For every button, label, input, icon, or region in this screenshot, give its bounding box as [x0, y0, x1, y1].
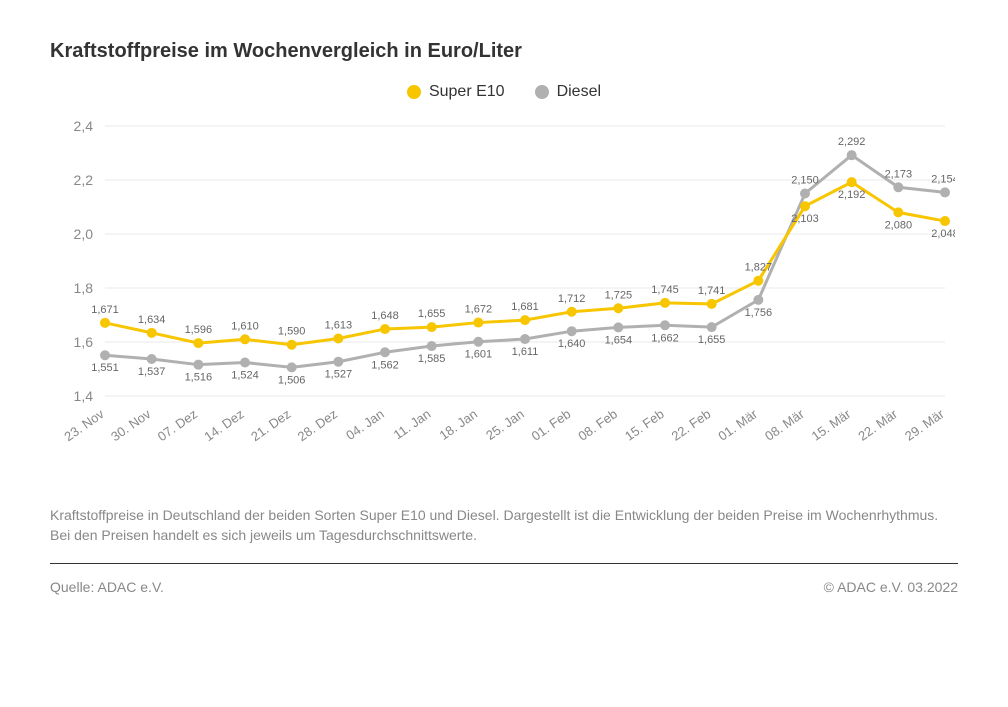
- svg-text:1,634: 1,634: [138, 314, 166, 326]
- svg-text:08. Feb: 08. Feb: [575, 406, 620, 444]
- svg-text:1,611: 1,611: [512, 346, 539, 358]
- svg-text:18. Jan: 18. Jan: [437, 406, 481, 443]
- svg-text:1,655: 1,655: [698, 334, 726, 346]
- chart-container: 1,41,61,82,02,22,423. Nov30. Nov07. Dez1…: [55, 116, 955, 486]
- svg-text:1,585: 1,585: [418, 353, 446, 365]
- svg-text:28. Dez: 28. Dez: [295, 406, 340, 444]
- svg-text:1,524: 1,524: [231, 370, 259, 382]
- svg-text:2,292: 2,292: [838, 136, 866, 148]
- svg-text:14. Dez: 14. Dez: [201, 406, 246, 444]
- svg-text:2,173: 2,173: [885, 168, 913, 180]
- svg-text:08. Mär: 08. Mär: [762, 406, 807, 444]
- svg-text:22. Mär: 22. Mär: [855, 406, 900, 444]
- svg-text:1,655: 1,655: [418, 308, 446, 320]
- legend-marker-super-e10: [407, 85, 421, 99]
- svg-text:2,4: 2,4: [74, 118, 94, 134]
- svg-text:1,601: 1,601: [465, 349, 493, 361]
- svg-text:22. Feb: 22. Feb: [669, 406, 714, 444]
- svg-text:1,596: 1,596: [185, 324, 213, 336]
- svg-text:25. Jan: 25. Jan: [483, 406, 527, 443]
- svg-text:1,671: 1,671: [91, 304, 119, 316]
- svg-text:15. Feb: 15. Feb: [622, 406, 667, 444]
- legend-item-diesel: Diesel: [535, 83, 601, 101]
- svg-text:1,562: 1,562: [371, 359, 399, 371]
- svg-text:2,150: 2,150: [791, 175, 819, 187]
- svg-text:07. Dez: 07. Dez: [155, 406, 200, 444]
- svg-text:30. Nov: 30. Nov: [108, 406, 154, 444]
- svg-text:1,610: 1,610: [231, 320, 259, 332]
- svg-text:2,0: 2,0: [74, 226, 94, 242]
- legend-marker-diesel: [535, 85, 549, 99]
- legend: Super E10 Diesel: [50, 83, 958, 101]
- svg-text:15. Mär: 15. Mär: [809, 406, 854, 444]
- svg-text:1,725: 1,725: [605, 289, 633, 301]
- legend-label-diesel: Diesel: [557, 83, 601, 101]
- svg-text:1,640: 1,640: [558, 338, 586, 350]
- legend-item-super-e10: Super E10: [407, 83, 505, 101]
- source-text: Quelle: ADAC e.V.: [50, 579, 164, 595]
- svg-text:1,6: 1,6: [74, 334, 94, 350]
- svg-text:01. Feb: 01. Feb: [529, 406, 574, 444]
- svg-text:1,516: 1,516: [185, 372, 213, 384]
- svg-text:1,506: 1,506: [278, 374, 306, 386]
- svg-text:29. Mär: 29. Mär: [902, 406, 947, 444]
- svg-text:1,551: 1,551: [91, 362, 119, 374]
- chart-description: Kraftstoffpreise in Deutschland der beid…: [50, 506, 958, 545]
- svg-text:2,192: 2,192: [838, 189, 866, 201]
- svg-text:2,103: 2,103: [791, 213, 819, 225]
- svg-text:2,154: 2,154: [931, 173, 955, 185]
- svg-text:1,4: 1,4: [74, 388, 94, 404]
- svg-text:2,2: 2,2: [74, 172, 94, 188]
- svg-text:01. Mär: 01. Mär: [715, 406, 760, 444]
- svg-text:1,648: 1,648: [371, 310, 399, 322]
- svg-text:1,745: 1,745: [651, 284, 679, 296]
- footer: Quelle: ADAC e.V. © ADAC e.V. 03.2022: [50, 579, 958, 595]
- svg-text:1,712: 1,712: [558, 293, 586, 305]
- svg-text:1,741: 1,741: [698, 285, 726, 297]
- svg-text:21. Dez: 21. Dez: [248, 406, 293, 444]
- svg-text:23. Nov: 23. Nov: [61, 406, 107, 444]
- svg-text:1,654: 1,654: [605, 334, 633, 346]
- svg-text:1,8: 1,8: [74, 280, 94, 296]
- svg-text:1,590: 1,590: [278, 326, 306, 338]
- svg-text:1,827: 1,827: [745, 262, 773, 274]
- svg-text:1,662: 1,662: [651, 332, 679, 344]
- svg-text:1,681: 1,681: [511, 301, 539, 313]
- svg-text:04. Jan: 04. Jan: [343, 406, 387, 443]
- copyright-text: © ADAC e.V. 03.2022: [824, 579, 958, 595]
- svg-text:11. Jan: 11. Jan: [391, 406, 434, 442]
- svg-text:1,527: 1,527: [325, 369, 353, 381]
- svg-text:1,672: 1,672: [465, 304, 493, 316]
- chart-title: Kraftstoffpreise im Wochenvergleich in E…: [50, 40, 958, 63]
- svg-text:2,080: 2,080: [885, 219, 913, 231]
- svg-text:1,537: 1,537: [138, 366, 166, 378]
- svg-text:2,048: 2,048: [931, 228, 955, 240]
- divider: [50, 563, 958, 564]
- line-chart: 1,41,61,82,02,22,423. Nov30. Nov07. Dez1…: [55, 116, 955, 486]
- svg-text:1,756: 1,756: [745, 307, 773, 319]
- svg-text:1,613: 1,613: [325, 319, 353, 331]
- legend-label-super-e10: Super E10: [429, 83, 505, 101]
